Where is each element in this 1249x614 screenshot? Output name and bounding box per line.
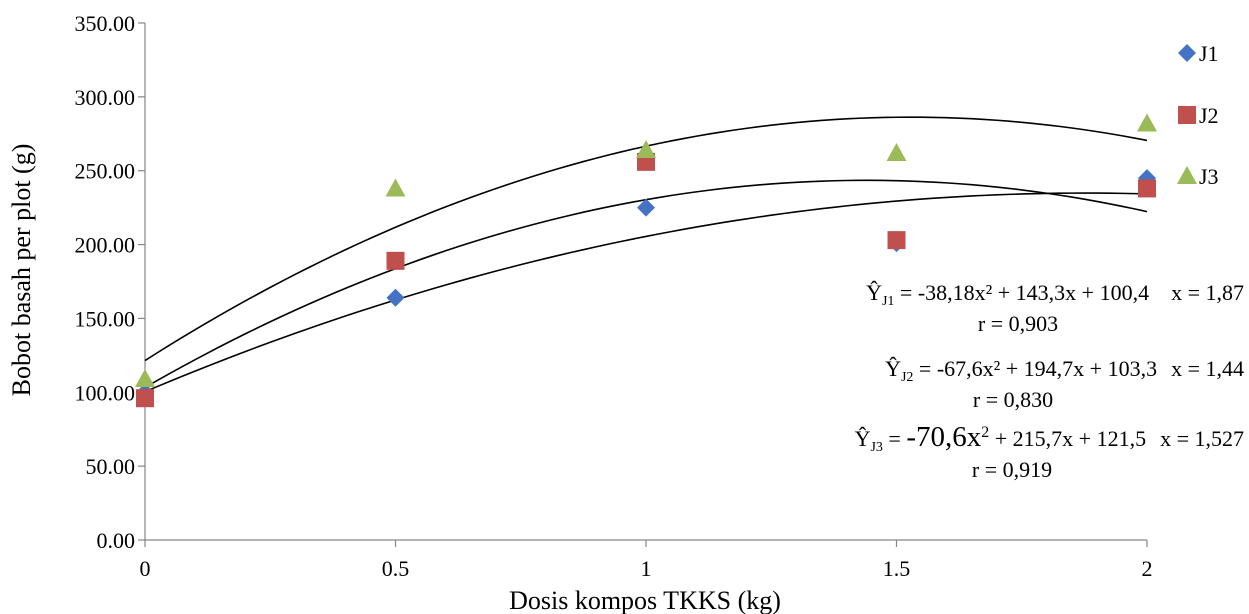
y-tick-label: 200.00: [75, 233, 136, 258]
point-j2: [1138, 179, 1156, 198]
legend-marker-j2: [1178, 106, 1196, 124]
r-value-j3: r = 0,919: [972, 457, 1052, 482]
data-points: [135, 113, 1157, 408]
equation-j1: ŶJ1 = -38,18x² + 143,3x + 100,4 x = 1,87: [866, 280, 1244, 309]
x-tick-label: 1.5: [883, 556, 911, 581]
point-j3: [135, 368, 155, 387]
axes: [138, 22, 1148, 547]
point-j2: [136, 389, 154, 408]
x-tick-label: 0.5: [382, 556, 410, 581]
y-tick-labels: 0.00 50.00 100.00 150.00 200.00 250.00 300.00 3…: [75, 11, 136, 553]
y-tick-label: 300.00: [75, 85, 136, 110]
x-axis-title: Dosis kompos TKKS (kg): [509, 586, 781, 614]
legend-marker-j1: [1178, 44, 1196, 62]
y-tick-label: 100.00: [75, 380, 136, 405]
r-value-j2: r = 0,830: [973, 387, 1053, 412]
legend-label-j1: J1: [1199, 41, 1219, 66]
fit-curve-j1: [144, 192, 1148, 393]
point-j1: [637, 198, 655, 217]
x-tick-label: 0: [140, 556, 151, 581]
equation-j3: ŶJ3 = -70,6x2 + 215,7x + 121,5 x = 1,527: [855, 421, 1244, 455]
legend-label-j3: J3: [1199, 164, 1219, 189]
y-tick-label: 150.00: [75, 306, 136, 331]
x-tick-label: 2: [1142, 556, 1153, 581]
x-tick-labels: 0 0.5 1 1.5 2: [140, 556, 1153, 581]
point-j2: [887, 231, 906, 250]
equation-j2: ŶJ2 = -67,6x² + 194,7x + 103,3 x = 1,44: [885, 356, 1244, 385]
y-tick-label: 350.00: [75, 11, 136, 36]
point-j2: [386, 251, 405, 270]
legend-label-j2: J2: [1199, 103, 1219, 128]
r-value-j1: r = 0,903: [978, 311, 1058, 336]
y-tick-label: 0.00: [97, 528, 136, 553]
legend-marker-j3: [1177, 166, 1197, 184]
y-tick-label: 250.00: [75, 159, 136, 184]
legend: J1 J2 J3: [1177, 41, 1219, 189]
y-tick-label: 50.00: [86, 454, 136, 479]
point-j3: [886, 142, 907, 161]
y-axis-title: Bobot basah per plot (g): [7, 144, 36, 397]
point-j3: [1137, 113, 1157, 132]
point-j1: [386, 288, 405, 307]
point-j3: [636, 140, 656, 159]
x-tick-label: 1: [641, 556, 652, 581]
point-j3: [385, 178, 406, 197]
